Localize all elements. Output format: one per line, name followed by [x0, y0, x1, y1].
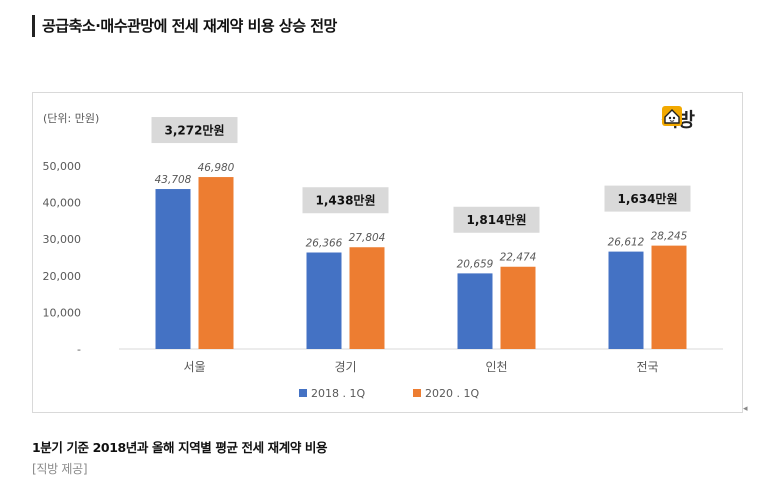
bar-value-label: 28,245	[651, 231, 688, 243]
x-category-label: 전국	[636, 360, 658, 374]
bar-value-label: 43,708	[155, 174, 192, 186]
difference-label: 1,438만원	[315, 193, 375, 208]
y-tick-label: 20,000	[43, 270, 82, 283]
bar	[651, 245, 687, 349]
legend-swatch	[299, 389, 307, 397]
bar	[500, 266, 536, 349]
bar-value-label: 27,804	[349, 232, 386, 244]
legend-label: 2018 . 1Q	[311, 387, 365, 400]
difference-box	[151, 117, 238, 144]
x-category-label: 경기	[334, 360, 356, 374]
x-category-label: 서울	[183, 360, 205, 374]
y-tick-label: 10,000	[43, 306, 82, 319]
bar-value-label: 26,366	[306, 238, 343, 250]
zigbang-logo: 직방	[661, 105, 695, 132]
bar-value-label: 20,659	[457, 258, 494, 270]
house-icon	[662, 106, 682, 126]
bar	[306, 252, 342, 349]
y-tick-label: -	[77, 343, 81, 356]
difference-box	[302, 187, 389, 214]
chart-caption: 1분기 기준 2018년과 올해 지역별 평균 전세 재계약 비용	[32, 440, 328, 455]
bar-value-label: 22,474	[500, 252, 537, 264]
difference-box	[453, 206, 540, 233]
bar-chart: (단위: 만원) - 10,000 20,000 30,000 40,000 50,000 4…	[43, 112, 723, 400]
bar	[198, 177, 234, 349]
difference-box	[604, 185, 691, 212]
legend-label: 2020 . 1Q	[425, 387, 479, 400]
x-category-label: 인천	[485, 359, 507, 374]
bar	[155, 189, 191, 349]
bar	[349, 247, 385, 349]
y-tick-label: 50,000	[43, 160, 82, 173]
difference-label: 1,634만원	[617, 191, 677, 206]
y-tick-label: 30,000	[43, 233, 82, 246]
headline: 공급축소·매수관망에 전세 재계약 비용 상승 전망	[42, 17, 337, 35]
difference-label: 3,272만원	[164, 123, 224, 138]
bar	[608, 251, 644, 349]
headline-accent-bar	[32, 15, 35, 37]
difference-label: 1,814만원	[466, 212, 526, 227]
legend-swatch	[413, 389, 421, 397]
y-tick-label: 40,000	[43, 197, 82, 210]
chart-panel: (단위: 만원) - 10,000 20,000 30,000 40,000 50,000 4…	[32, 92, 743, 413]
bar-value-label: 26,612	[608, 237, 645, 249]
image-credit: [직방 제공]	[32, 462, 88, 476]
unit-label: (단위: 만원)	[43, 112, 99, 125]
bar	[457, 273, 493, 349]
bar-value-label: 46,980	[198, 162, 235, 174]
resize-marker-icon: ◂	[743, 404, 748, 414]
